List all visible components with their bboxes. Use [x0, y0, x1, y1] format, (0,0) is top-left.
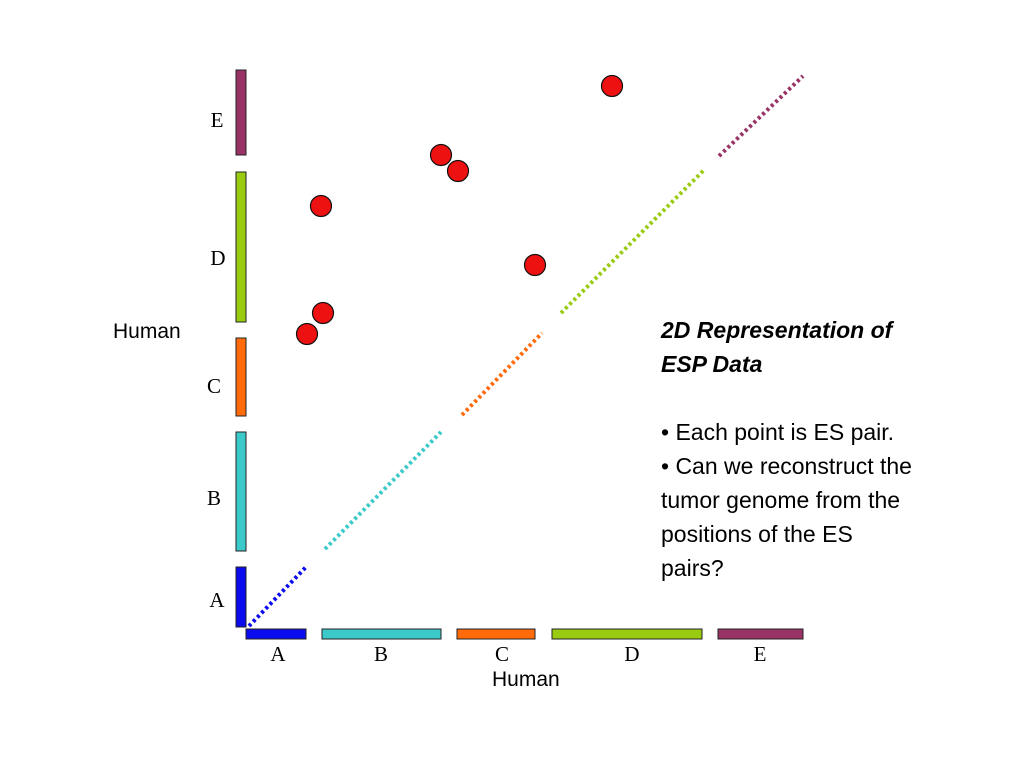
y-axis-label: Human — [113, 320, 181, 343]
x-segment-label-a: A — [270, 642, 286, 666]
es-pair-point — [523, 253, 547, 277]
x-segment-label-e: E — [753, 642, 767, 666]
y-segment-label-e: E — [210, 108, 224, 132]
caption: 2D Representation of ESP Data • Each poi… — [661, 313, 1001, 585]
caption-title-line-2: ESP Data — [661, 351, 763, 377]
y-segment-label-c: C — [206, 374, 221, 398]
es-pair-point — [295, 322, 319, 346]
x-segment-bar-e — [717, 628, 804, 640]
caption-bullet-2-line-4: pairs? — [661, 555, 724, 581]
es-pair-point — [311, 301, 335, 325]
y-segment-bar-d — [235, 171, 247, 323]
diagonal-segment-b — [323, 430, 443, 551]
x-segment-label-d: D — [624, 642, 640, 666]
y-segment-bar-b — [235, 431, 247, 552]
caption-bullet-2-line-3: positions of the ES — [661, 521, 853, 547]
diagonal-segment-c — [460, 331, 544, 417]
y-segment-bar-e — [235, 69, 247, 156]
es-pair-point — [309, 194, 333, 218]
y-segment-label-a: A — [209, 588, 225, 612]
x-segment-label-c: C — [494, 642, 509, 666]
caption-bullet-2-line-1: • Can we reconstruct the — [661, 453, 912, 479]
y-segment-bar-c — [235, 337, 247, 417]
diagonal-segment-e — [717, 74, 805, 158]
y-segment-bar-a — [235, 566, 247, 628]
x-segment-label-b: B — [373, 642, 388, 666]
x-segment-bar-c — [456, 628, 536, 640]
caption-spacer — [661, 381, 1001, 415]
x-axis-label: Human — [492, 668, 560, 691]
x-segment-bar-a — [245, 628, 307, 640]
y-segment-label-b: B — [206, 486, 221, 510]
x-segment-bar-b — [321, 628, 442, 640]
y-segment-label-d: D — [210, 246, 226, 270]
es-pair-point — [429, 143, 453, 167]
es-pair-point — [446, 159, 470, 183]
caption-bullet-1: • Each point is ES pair. — [661, 419, 895, 445]
caption-bullet-2-line-2: tumor genome from the — [661, 487, 901, 513]
x-segment-bar-d — [551, 628, 703, 640]
diagonal-segment-d — [559, 168, 706, 315]
caption-title-line-1: 2D Representation of — [661, 317, 893, 343]
es-pair-points — [295, 74, 624, 346]
es-pair-point — [600, 74, 624, 98]
diagonal-segment-a — [247, 565, 308, 628]
